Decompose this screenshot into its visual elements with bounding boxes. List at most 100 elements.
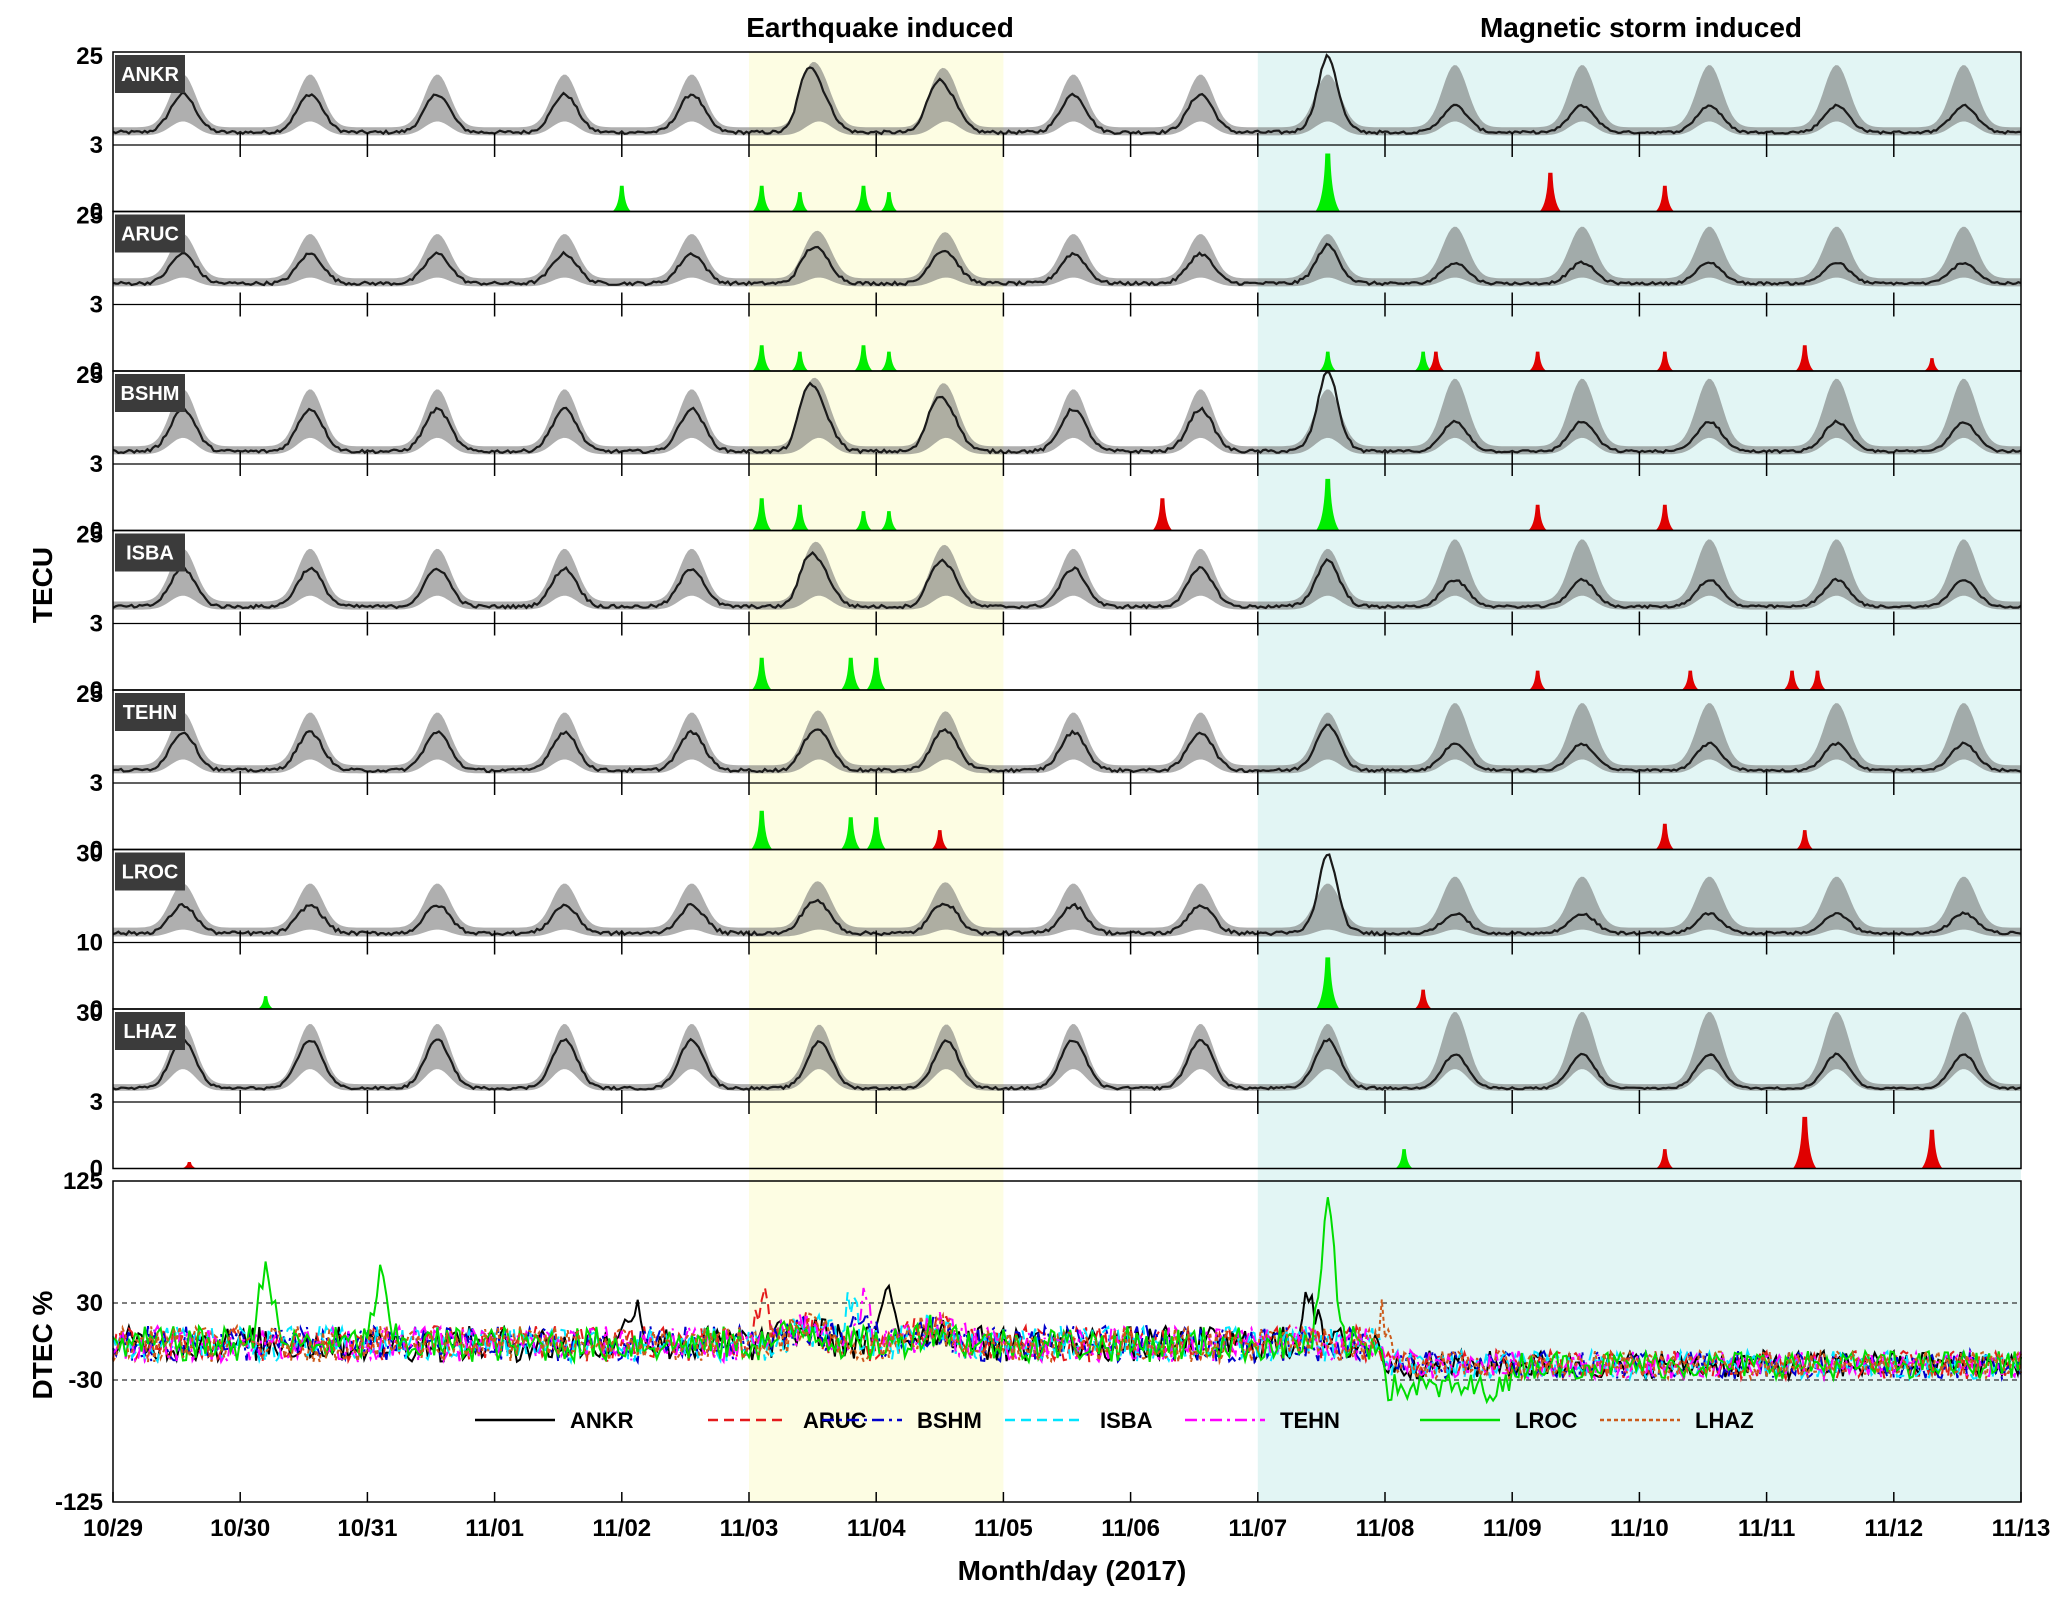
dtec-y-tick: 30 <box>76 1290 103 1317</box>
positive-anomaly <box>257 996 274 1009</box>
dtec-axis-label: DTEC % <box>27 1290 58 1399</box>
dtec-y-tick: -125 <box>55 1489 103 1516</box>
y-tick-bottom: 0 <box>90 996 103 1023</box>
positive-anomaly <box>1315 153 1341 212</box>
positive-anomaly <box>752 185 772 212</box>
station-label-box <box>115 214 185 253</box>
station-label: ISBA <box>126 543 174 565</box>
y-tick-mid: 3 <box>90 770 103 797</box>
x-tick-label: 11/02 <box>592 1515 651 1542</box>
station-label-box <box>115 852 185 891</box>
x-tick-label: 11/07 <box>1228 1515 1287 1542</box>
tec-series-line <box>112 853 2022 937</box>
negative-anomaly <box>1681 670 1700 690</box>
positive-anomaly <box>880 511 898 531</box>
x-tick-label: 11/06 <box>1101 1515 1160 1542</box>
tec-series-line <box>112 53 2021 136</box>
x-tick-label: 11/01 <box>465 1515 524 1542</box>
dtec-y-tick: 125 <box>63 1168 103 1195</box>
negative-anomaly <box>1539 172 1561 212</box>
station-label: ARUC <box>121 224 179 246</box>
negative-anomaly <box>1528 670 1547 690</box>
negative-anomaly <box>1528 504 1548 531</box>
legend-label-ankr: ANKR <box>570 1408 634 1433</box>
station-label-box <box>115 693 185 731</box>
x-tick-label: 10/30 <box>210 1515 270 1542</box>
negative-anomaly <box>1414 989 1432 1009</box>
y-tick-bottom: 0 <box>90 677 103 704</box>
x-tick-label: 11/12 <box>1864 1515 1923 1542</box>
positive-anomaly <box>880 351 898 371</box>
positive-anomaly <box>791 192 809 212</box>
y-tick-bottom: 0 <box>90 518 103 545</box>
x-axis: 10/29 10/30 10/31 11/01 11/02 11/03 11/04 11/05… <box>83 1492 2050 1542</box>
y-tick-mid: 3 <box>90 132 103 159</box>
dtec-series-lhaz <box>112 1299 2022 1382</box>
tecu-axis-label: TECU <box>27 547 58 623</box>
tec-series-line <box>112 242 2022 287</box>
tec-envelope-band <box>113 703 2021 774</box>
shade-label-earthquake: Earthquake induced <box>746 12 1014 43</box>
negative-anomaly <box>1808 670 1827 690</box>
negative-anomaly <box>1655 504 1675 531</box>
y-tick-top: 25 <box>76 203 103 230</box>
negative-anomaly <box>1656 1149 1674 1169</box>
positive-anomaly <box>1318 351 1337 371</box>
negative-anomaly <box>1921 1129 1943 1169</box>
station-label: LHAZ <box>123 1021 176 1043</box>
positive-anomaly <box>840 817 861 850</box>
dtec-frame <box>112 1180 2022 1503</box>
dtec-series-aruc <box>112 1287 2022 1383</box>
y-tick-mid: 3 <box>90 451 103 478</box>
x-tick-label: 11/11 <box>1738 1515 1795 1542</box>
positive-anomaly <box>880 192 898 212</box>
y-tick-mid: 3 <box>90 611 103 638</box>
negative-anomaly <box>1152 498 1173 531</box>
y-tick-top: 25 <box>76 362 103 389</box>
x-tick-label: 11/13 <box>1992 1515 2051 1542</box>
station-label-box <box>115 374 185 412</box>
x-tick-label: 10/29 <box>83 1515 143 1542</box>
negative-anomaly <box>1923 358 1941 371</box>
x-axis-label: Month/day (2017) <box>958 1555 1187 1586</box>
y-tick-bottom: 0 <box>90 837 103 864</box>
station-label-box <box>115 1012 185 1050</box>
positive-anomaly <box>751 810 773 850</box>
y-tick-bottom: 0 <box>90 199 103 226</box>
station-label: BSHM <box>121 383 180 405</box>
negative-anomaly <box>181 1162 197 1169</box>
station-panels: ANKR2530ARUC2530BSHM2530ISBA2530TEHN2530… <box>76 43 2022 1183</box>
tec-series-line <box>112 551 2022 610</box>
x-tick-label: 10/31 <box>337 1515 397 1542</box>
negative-anomaly <box>1528 351 1547 371</box>
station-label: TEHN <box>123 702 177 724</box>
panel-frame <box>112 1008 2022 1170</box>
legend-label-lroc: LROC <box>1515 1408 1577 1433</box>
positive-anomaly <box>1414 351 1432 371</box>
dtec-series-lroc <box>112 1197 2022 1405</box>
negative-anomaly <box>1792 1116 1817 1169</box>
positive-anomaly <box>854 511 873 531</box>
negative-anomaly <box>1655 185 1675 212</box>
station-label: LROC <box>122 862 179 884</box>
positive-anomaly <box>854 345 873 371</box>
negative-anomaly <box>1655 823 1675 850</box>
positive-anomaly <box>1315 478 1340 531</box>
y-tick-mid: 3 <box>90 1089 103 1116</box>
negative-anomaly <box>1783 670 1801 690</box>
positive-anomaly <box>790 504 810 531</box>
positive-anomaly <box>840 657 861 690</box>
station-label-box <box>115 55 185 93</box>
positive-anomaly <box>854 185 873 212</box>
x-tick-label: 11/08 <box>1356 1515 1415 1542</box>
station-label: ANKR <box>121 64 179 86</box>
y-tick-top: 30 <box>76 1000 103 1027</box>
y-tick-top: 30 <box>76 841 103 868</box>
dtec-y-tick: -30 <box>68 1367 103 1394</box>
positive-anomaly <box>612 185 632 212</box>
x-tick-label: 11/10 <box>1610 1515 1669 1542</box>
negative-anomaly <box>1656 351 1674 371</box>
